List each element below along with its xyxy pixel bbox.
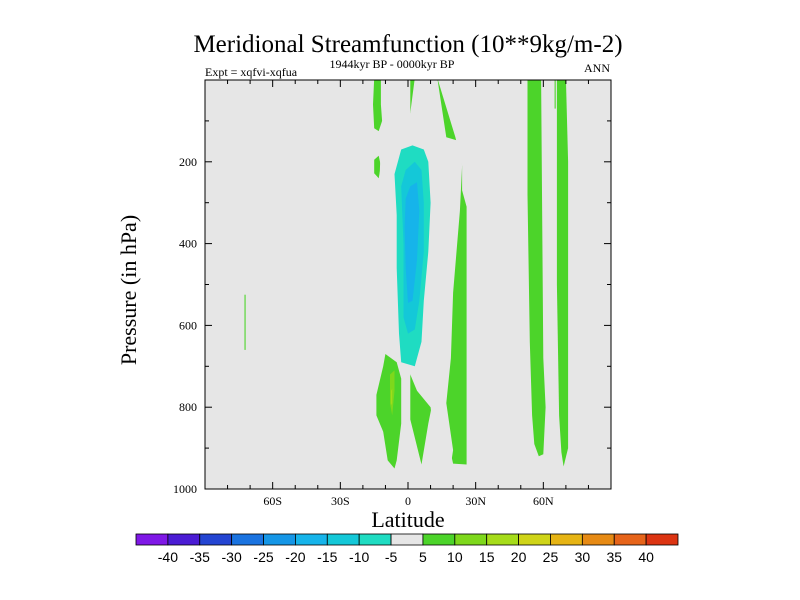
- colorbar-label: -5: [385, 549, 398, 565]
- colorbar-swatch: [231, 533, 264, 546]
- colorbar-label: -10: [349, 549, 369, 565]
- colorbar-label: 20: [511, 549, 527, 565]
- contour-region-lower-midlat-cell-15: [391, 388, 393, 406]
- y-tick-label: 800: [179, 400, 197, 414]
- colorbar-label: 30: [575, 549, 591, 565]
- chart-title: Meridional Streamfunction (10**9kg/m-2): [193, 31, 622, 58]
- chart-subtitle-right: ANN: [584, 61, 610, 75]
- colorbar-swatch: [613, 533, 647, 546]
- y-axis-label: Pressure (in hPa): [116, 215, 141, 365]
- colorbar-swatch: [581, 533, 615, 546]
- colorbar-label: 25: [543, 549, 559, 565]
- x-axis-label: Latitude: [371, 507, 444, 532]
- contour-region-upper-midlat-cell-small: [374, 155, 381, 179]
- colorbar-swatch: [358, 533, 392, 546]
- chart-subtitle-left: Expt = xqfvi-xqfua: [205, 65, 298, 79]
- colorbar-swatch: [645, 533, 679, 546]
- colorbar-swatch: [486, 533, 519, 546]
- colorbar-label: -20: [285, 549, 305, 565]
- colorbar-label: 15: [479, 549, 495, 565]
- colorbar-swatch: [550, 533, 583, 546]
- contour-region-equatorial-tower-neg20: [404, 182, 420, 303]
- contour-region-subpolar-north-band-a: [527, 80, 546, 457]
- colorbar-swatch: [263, 533, 296, 546]
- contour-region-south-polar-filament: [249, 82, 253, 432]
- colorbar-label: 40: [638, 549, 654, 565]
- colorbar-label: -40: [158, 549, 178, 565]
- x-tick-label: 60N: [533, 494, 554, 508]
- x-tick-label: 30N: [465, 494, 486, 508]
- y-tick-label: 1000: [173, 482, 197, 496]
- contour-regions: [244, 80, 569, 473]
- contour-region-subpolar-north-band-b: [556, 80, 569, 467]
- colorbar-swatch: [422, 533, 456, 546]
- colorbar-swatch: [295, 533, 328, 546]
- y-tick-label: 400: [179, 237, 197, 251]
- colorbar-label: 5: [419, 549, 427, 565]
- chart-subtitle-center: 1944kyr BP - 0000kyr BP: [330, 57, 455, 71]
- colorbar-swatch: [167, 533, 201, 546]
- colorbar-label: 10: [447, 549, 463, 565]
- colorbar: -40 -35 -30 -25 -20 -15 -10 -5 5 10 15 20 25 30 35 40: [135, 533, 679, 565]
- colorbar-swatch: [326, 533, 360, 546]
- x-tick-label: 30S: [331, 494, 350, 508]
- contour-region-subpolar-neg-sliver: [550, 80, 553, 119]
- colorbar-label: -30: [222, 549, 242, 565]
- y-tick-label: 200: [179, 155, 197, 169]
- y-tick-label: 600: [179, 318, 197, 332]
- contour-region-south-polar-positive-sliver: [244, 294, 246, 350]
- x-tick-label: 60S: [263, 494, 282, 508]
- colorbar-label: -15: [317, 549, 337, 565]
- colorbar-label: -25: [253, 549, 273, 565]
- colorbar-label: 35: [606, 549, 622, 565]
- colorbar-swatch: [390, 533, 424, 546]
- contour-region-lower-midlat-cell: [376, 354, 402, 469]
- colorbar-label: -35: [190, 549, 210, 565]
- axis-ticks: 60S 30S 0 30N 60N 200 400 600 800 1000: [173, 80, 611, 508]
- colorbar-swatch: [199, 533, 233, 546]
- colorbar-swatch: [135, 533, 169, 546]
- colorbar-swatch: [454, 533, 488, 546]
- contour-region-subpolar-pos-sliver: [554, 80, 556, 109]
- colorbar-swatch: [518, 533, 551, 546]
- x-tick-label: 0: [405, 494, 411, 508]
- contour-region-upper-midlat-cell-top: [373, 80, 383, 132]
